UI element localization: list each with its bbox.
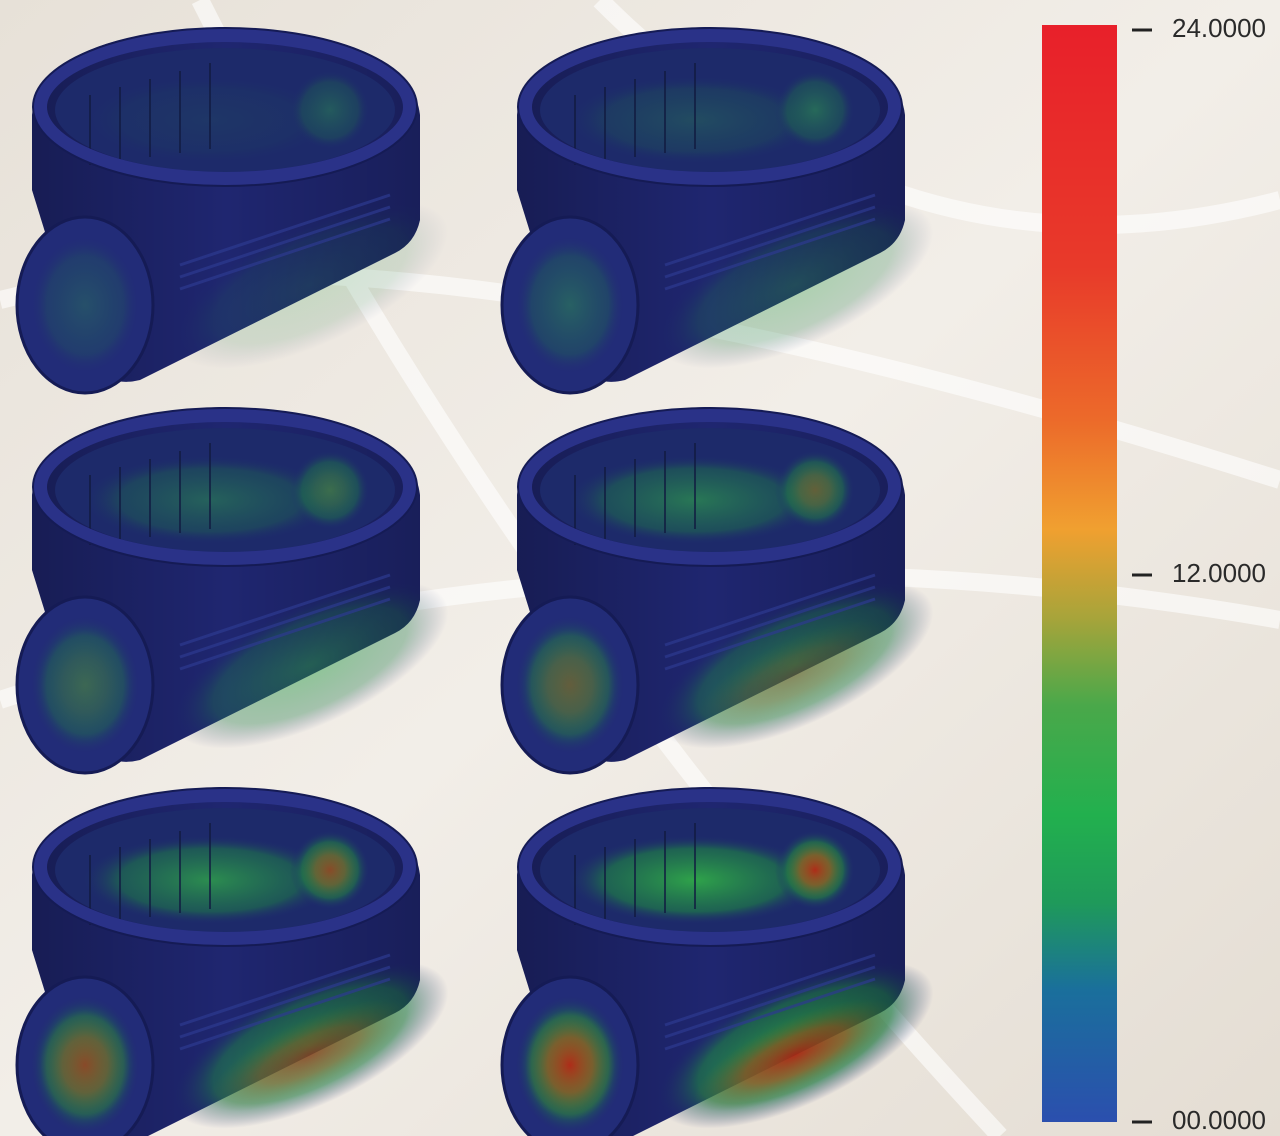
- page: 24.0000 12.0000 00.0000 (() => { const d…: [0, 0, 1280, 1136]
- hotspot: [785, 840, 845, 900]
- colorbar-tick-label: 12.0000: [1172, 558, 1266, 588]
- hotspot: [300, 840, 360, 900]
- hotspot: [785, 460, 845, 520]
- figure: 24.0000 12.0000 00.0000: [0, 0, 1280, 1136]
- colorbar: [1042, 25, 1117, 1122]
- colorbar-tick-label: 24.0000: [1172, 13, 1266, 43]
- hotspot: [40, 630, 130, 740]
- hotspot: [525, 1010, 615, 1120]
- hotspot: [525, 630, 615, 740]
- hotspot: [300, 460, 360, 520]
- hotspot: [40, 1010, 130, 1120]
- colorbar-tick-label: 00.0000: [1172, 1105, 1266, 1135]
